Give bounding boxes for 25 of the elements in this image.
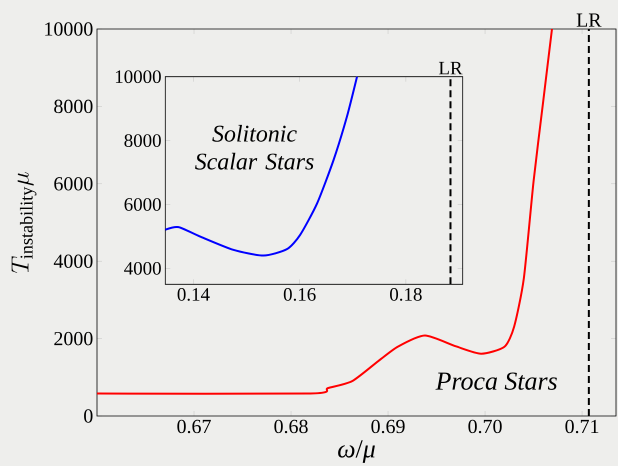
y-tick-label: 10000 — [45, 22, 93, 36]
annotation: Solitonic Scalar Stars — [195, 124, 314, 170]
ref-line-label: LR — [576, 14, 602, 27]
y-tick-label: 4000 — [124, 262, 161, 275]
x-tick-label: 0.70 — [468, 420, 502, 434]
x-tick-label: 0.68 — [274, 420, 308, 434]
y-tick-label: 10000 — [116, 70, 161, 84]
line-series — [164, 76, 358, 257]
y-tick-label: 6000 — [54, 177, 93, 191]
x-tick-label: 0.69 — [371, 420, 405, 434]
y-tick-label: 0 — [84, 409, 93, 423]
x-tick-label: 0.14 — [178, 288, 210, 301]
x-tick-label: 0.71 — [565, 420, 598, 434]
ref-line-label: LR — [438, 62, 463, 74]
y-tick-label: 8000 — [54, 100, 93, 114]
y-tick-label: 8000 — [124, 134, 161, 147]
x-axis-title: ω/μ — [338, 440, 375, 463]
x-tick-label: 0.16 — [284, 288, 316, 301]
x-tick-label: 0.67 — [177, 420, 211, 434]
y-axis-title: $T_{\mathrm{instability}}\mu$ — [12, 172, 36, 273]
y-tick-label: 6000 — [124, 198, 161, 211]
x-tick-label: 0.18 — [390, 288, 422, 301]
y-tick-label: 2000 — [54, 332, 93, 346]
annotation: Proca Stars — [435, 372, 557, 390]
y-tick-label: 4000 — [54, 254, 93, 268]
